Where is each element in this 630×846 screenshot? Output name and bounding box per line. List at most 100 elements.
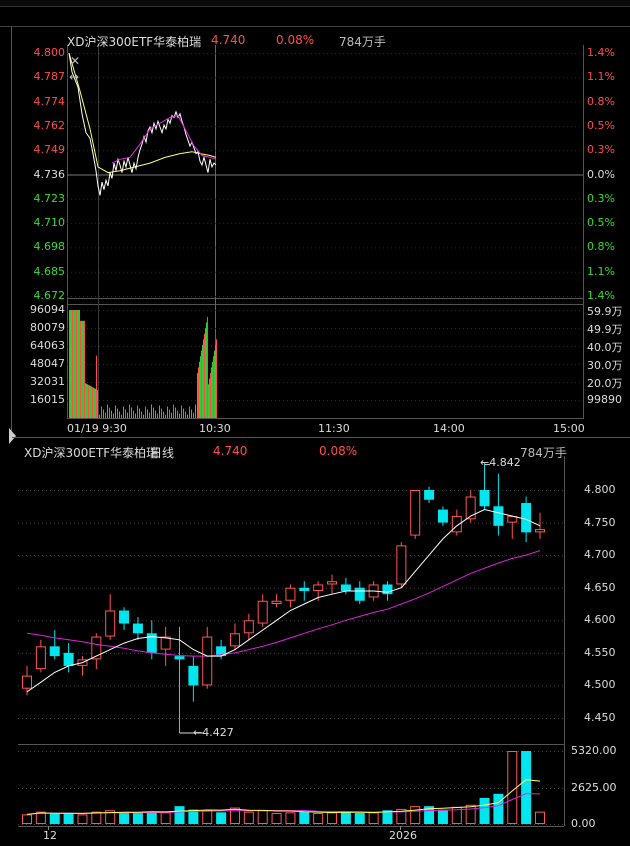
candle-body — [465, 496, 476, 520]
daily-volume-bar — [479, 797, 490, 824]
moving-average-slow — [26, 550, 541, 657]
volume-bar — [167, 406, 168, 418]
volume-bar — [173, 404, 174, 418]
candle-body — [160, 636, 171, 650]
volume-bar — [97, 389, 98, 418]
candle-body — [188, 665, 199, 686]
price-line — [68, 52, 217, 196]
volume-bar — [94, 388, 95, 418]
volume-bar — [117, 408, 118, 418]
price-tick-label: 4.672 — [33, 289, 66, 302]
volume-bar — [147, 409, 148, 418]
volume-bar — [74, 310, 75, 418]
date-tick-label: 2026 — [389, 829, 417, 842]
volume-bar — [155, 410, 156, 418]
moving-average-fast — [26, 508, 541, 693]
candlestick — [285, 584, 296, 608]
daily-volume-bar — [174, 806, 185, 824]
price-tick-label: 4.774 — [33, 94, 66, 108]
daily-volume-bar — [91, 811, 102, 825]
high-arrow: ← — [480, 456, 490, 469]
volume-bar — [89, 385, 90, 418]
candle-body — [271, 600, 282, 605]
expand-horizontal-icon[interactable]: ↔ — [69, 70, 80, 84]
percent-tick-label: 0.5% — [587, 216, 615, 230]
volume-bar — [149, 412, 150, 418]
candle-body — [22, 675, 32, 689]
volume-bar — [161, 408, 162, 418]
price-tick-label: 4.749 — [33, 143, 66, 157]
volume-bar — [105, 412, 106, 418]
volume-bar — [72, 310, 73, 418]
candlestick — [465, 490, 476, 523]
volume-bar — [185, 411, 186, 418]
candlestick — [91, 633, 102, 670]
daily-volume-bar — [22, 814, 32, 825]
volume-bar — [165, 414, 166, 418]
volume-bar — [171, 412, 172, 418]
candle-body — [146, 633, 157, 653]
daily-volume-bar — [63, 813, 74, 824]
daily-volume-bar — [354, 813, 365, 824]
candle-body — [437, 509, 448, 523]
daily-volume-bar — [521, 751, 532, 824]
candle-body — [257, 600, 268, 624]
candle-body — [521, 503, 532, 533]
price-tick-label: 4.736 — [33, 167, 66, 181]
price-tick-label: 4.685 — [33, 264, 66, 278]
daily-price-tick: 4.450 — [584, 711, 616, 724]
panel-collapse-handle[interactable] — [9, 428, 16, 444]
volume-bar — [83, 320, 84, 418]
price-tick-label: 4.723 — [33, 191, 66, 205]
volume-tick-left: 96094 — [30, 303, 65, 316]
volume-bar — [119, 411, 120, 418]
volume-bar — [193, 412, 194, 418]
candle-body — [410, 490, 421, 536]
volume-bar — [153, 407, 154, 418]
volume-bar — [210, 373, 211, 418]
volume-bar — [87, 384, 88, 418]
percent-tick-label: 0.0% — [587, 167, 615, 181]
daily-volume-tick: 0.00 — [571, 817, 596, 830]
volume-tick-right: 40.0万 — [587, 341, 623, 354]
candle-body — [49, 646, 60, 657]
volume-bar — [79, 310, 80, 418]
close-icon[interactable]: ✕ — [70, 54, 81, 68]
candlestick — [119, 607, 130, 631]
volume-tick-left: 80079 — [30, 321, 65, 334]
daily-last-price: 4.740 — [213, 444, 248, 458]
daily-volume-bar — [368, 812, 379, 824]
volume-bar — [141, 411, 142, 418]
daily-price-tick: 4.650 — [584, 580, 616, 594]
daily-price-tick: 4.500 — [584, 678, 616, 692]
volume-bar — [175, 407, 176, 418]
volume-bar — [103, 409, 104, 418]
volume-bar — [215, 344, 216, 418]
volume-bar — [159, 405, 160, 418]
daily-instrument-name: XD沪深300ETF华泰柏瑞 — [24, 446, 159, 460]
volume-bar — [203, 339, 204, 418]
instrument-name: XD沪深300ETF华泰柏瑞 — [67, 35, 202, 49]
intraday-panel[interactable]: XD沪深300ETF华泰柏瑞 4.740 0.08% 784万手 ✕ ↔ 4.8… — [0, 0, 630, 436]
volume-bar — [179, 413, 180, 418]
volume-bar — [131, 407, 132, 418]
candlestick — [507, 516, 518, 539]
volume-tick-right: 20.0万 — [587, 377, 623, 390]
volume-bar — [109, 407, 110, 418]
daily-volume-bar — [160, 812, 171, 824]
candle-body — [91, 636, 102, 660]
daily-panel[interactable]: XD沪深300ETF华泰柏瑞 日线 4.740 0.08% 784万手 4.80… — [0, 436, 630, 846]
volume-bar — [93, 387, 94, 418]
volume-ma-fast — [26, 779, 541, 815]
price-tick-label: 4.762 — [33, 118, 66, 132]
daily-volume-bar — [437, 809, 448, 824]
volume-bar — [187, 414, 188, 418]
candle-body — [174, 656, 185, 660]
candlestick — [132, 617, 143, 640]
volume-bar — [207, 316, 208, 418]
volume-bar — [206, 322, 207, 418]
daily-volume-bar — [382, 810, 393, 824]
volume-bar — [95, 388, 96, 418]
time-tick-label: 01/19 9:30 — [67, 422, 127, 435]
daily-price-tick: 4.600 — [584, 613, 616, 627]
